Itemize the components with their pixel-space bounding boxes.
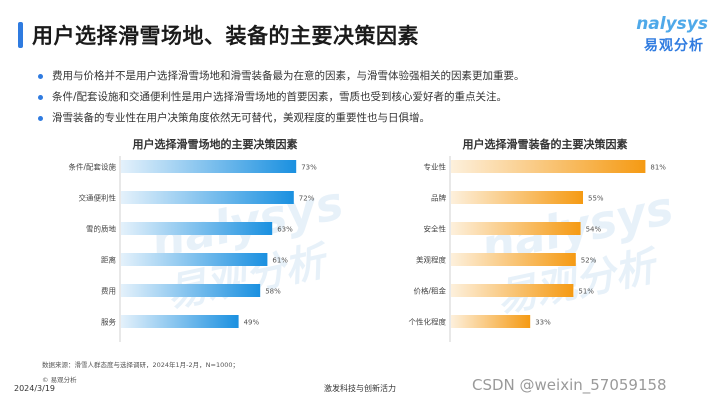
- venue-bar: [121, 191, 294, 204]
- equip-value-label: 51%: [578, 288, 594, 296]
- equip-value-label: 54%: [586, 226, 602, 234]
- report-date: 2024/3/19: [14, 384, 56, 393]
- data-source: 数据来源：滑雪人群态度与选择调研，2024年1月-2月，N=1000；: [42, 361, 240, 369]
- venue-category-label: 条件/配套设施: [68, 162, 116, 172]
- venue-value-label: 73%: [301, 164, 317, 172]
- equip-category-label: 专业性: [424, 162, 447, 172]
- chart-title-venue: 用户选择滑雪场地的主要决策因素: [132, 138, 298, 151]
- equip-bar: [451, 191, 583, 204]
- bullet-item: 条件/配套设施和交通便利性是用户选择滑雪场地的首要因素，雪质也受到核心爱好者的重…: [36, 87, 696, 108]
- csdn-watermark: CSDN @weixin_57059158: [472, 376, 667, 394]
- equipment-factors-chart: 专业性 81% 品牌 55% 安全性 54% 美观程度 52% 价格/租金 51% 个性化程度 33%: [409, 156, 666, 342]
- equip-value-label: 52%: [581, 257, 597, 265]
- venue-category-label: 交通便利性: [79, 193, 117, 203]
- slogan: 激发科技与创新活力: [324, 384, 396, 393]
- venue-bar: [121, 222, 273, 235]
- venue-value-label: 49%: [244, 319, 260, 327]
- logo-subtitle: 易观分析: [644, 38, 704, 54]
- equip-value-label: 55%: [588, 195, 604, 203]
- title-accent-bar: [18, 22, 23, 48]
- venue-value-label: 63%: [277, 226, 293, 234]
- venue-value-label: 58%: [265, 288, 281, 296]
- venue-bar: [121, 160, 297, 173]
- venue-bar: [121, 284, 261, 297]
- equip-value-label: 81%: [650, 164, 666, 172]
- venue-value-label: 61%: [272, 257, 288, 265]
- equip-value-label: 33%: [535, 319, 551, 327]
- venue-factors-chart: 条件/配套设施 73% 交通便利性 72% 雪的质地 63% 距离 61% 费用 58% 服务 49%: [68, 156, 317, 342]
- bullet-item: 滑雪装备的专业性在用户决策角度依然无可替代，美观程度的重要性也与日俱增。: [36, 108, 696, 129]
- venue-category-label: 费用: [101, 286, 116, 296]
- equip-category-label: 个性化程度: [409, 317, 447, 327]
- equip-bar: [451, 253, 576, 266]
- venue-category-label: 服务: [101, 317, 116, 327]
- analysys-logo: nalysys 易观分析: [612, 14, 708, 56]
- equip-bar: [451, 160, 646, 173]
- chart-title-equipment: 用户选择滑雪装备的主要决策因素: [462, 138, 628, 151]
- equip-bar: [451, 284, 574, 297]
- bullet-item: 费用与价格并不是用户选择滑雪场地和滑雪装备最为在意的因素，与滑雪体验强相关的因素…: [36, 66, 696, 87]
- summary-bullets: 费用与价格并不是用户选择滑雪场地和滑雪装备最为在意的因素，与滑雪体验强相关的因素…: [36, 66, 696, 129]
- venue-value-label: 72%: [299, 195, 315, 203]
- equip-bar: [451, 315, 531, 328]
- equip-category-label: 美观程度: [416, 255, 446, 265]
- venue-category-label: 雪的质地: [86, 224, 116, 234]
- venue-category-label: 距离: [101, 255, 116, 265]
- equip-category-label: 品牌: [431, 193, 446, 203]
- page-title: 用户选择滑雪场地、装备的主要决策因素: [32, 24, 419, 48]
- venue-bar: [121, 315, 239, 328]
- equip-category-label: 安全性: [424, 224, 447, 234]
- venue-bar: [121, 253, 268, 266]
- copyright: © 易观分析: [42, 376, 77, 384]
- equip-category-label: 价格/租金: [413, 286, 446, 296]
- equip-bar: [451, 222, 581, 235]
- logo-text: nalysys: [636, 14, 708, 34]
